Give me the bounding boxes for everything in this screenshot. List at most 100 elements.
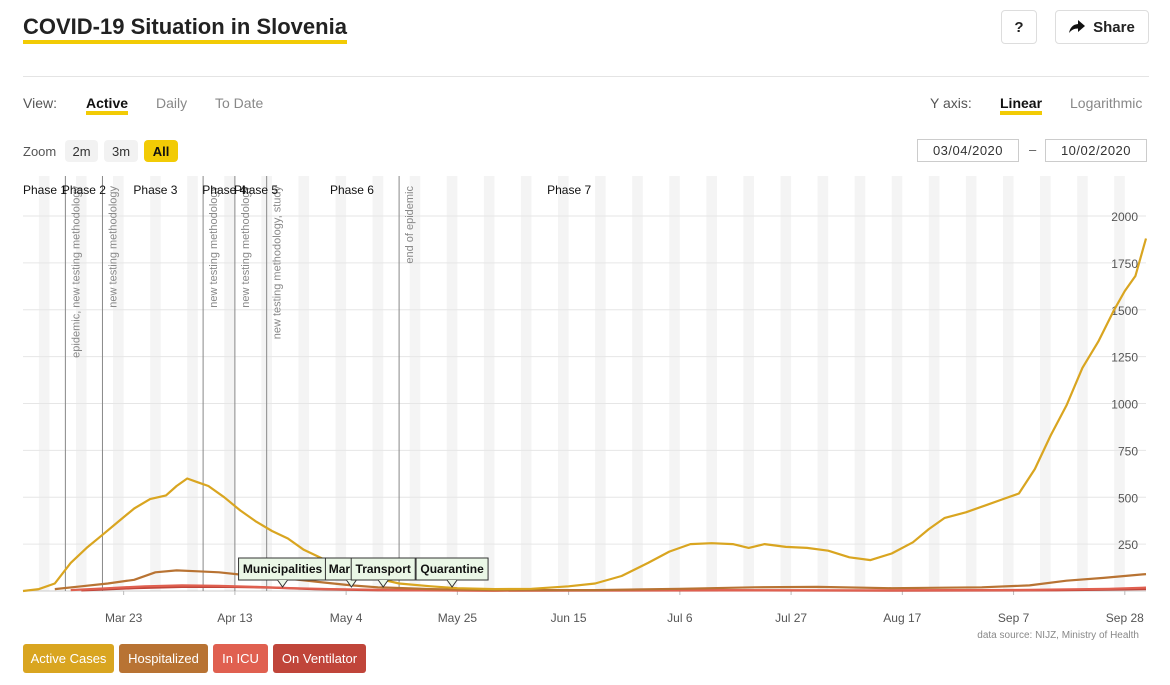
- legend-in-icu[interactable]: In ICU: [213, 644, 268, 673]
- weekend-band: [409, 176, 421, 591]
- y-axis-option-linear[interactable]: Linear: [1000, 95, 1043, 115]
- weekend-band: [965, 176, 977, 591]
- event-label: epidemic, new testing methodology: [70, 186, 82, 358]
- share-label: Share: [1093, 18, 1135, 36]
- weekend-band: [891, 176, 903, 591]
- weekend-band: [1114, 176, 1125, 591]
- flag-label: Transport: [356, 562, 411, 576]
- weekend-band: [558, 176, 569, 591]
- weekend-band: [75, 176, 87, 591]
- date-range-separator: –: [1029, 142, 1037, 157]
- y-axis-label: Y axis:: [930, 95, 972, 111]
- event-label: new testing methodology, study: [272, 186, 284, 340]
- x-tick-label: Aug 17: [883, 611, 921, 625]
- series-line-hospitalized: [54, 569, 1147, 592]
- event-label: new testing methodology: [107, 186, 119, 308]
- weekend-band: [1040, 176, 1051, 591]
- zoom-label: Zoom: [23, 144, 57, 159]
- weekend-band: [483, 176, 495, 591]
- weekend-band: [224, 176, 235, 591]
- zoom-2m-button[interactable]: 2m: [65, 140, 98, 162]
- weekend-band: [928, 176, 940, 591]
- weekend-band: [372, 176, 384, 591]
- flag-pointer: [277, 579, 288, 588]
- weekend-band: [854, 176, 866, 591]
- flag-pointer: [346, 579, 357, 588]
- share-arrow-icon: [1069, 20, 1086, 33]
- event-label: end of epidemic: [404, 186, 416, 264]
- y-tick-label: 2000: [1111, 210, 1138, 224]
- legend-active-cases-label: Active Cases: [30, 651, 107, 666]
- view-option-to-date[interactable]: To Date: [215, 95, 264, 111]
- series-line-active-cases: [22, 238, 1148, 593]
- legend-on-ventilator[interactable]: On Ventilator: [273, 644, 366, 673]
- flag-pointer: [377, 579, 389, 588]
- x-tick-label: Jun 15: [551, 611, 587, 625]
- share-button[interactable]: Share: [1055, 10, 1149, 44]
- weekend-band: [632, 176, 643, 591]
- view-option-daily[interactable]: Daily: [156, 95, 188, 111]
- y-tick-label: 1500: [1111, 304, 1138, 318]
- zoom-3m-button[interactable]: 3m: [104, 140, 138, 162]
- event-label: new testing methodology: [208, 186, 220, 308]
- date-from-input[interactable]: 03/04/2020: [917, 139, 1019, 162]
- y-tick-label: 250: [1118, 538, 1138, 552]
- y-tick-label: 1750: [1111, 257, 1138, 271]
- x-tick-label: Jul 27: [775, 611, 807, 625]
- x-tick-label: Mar 23: [105, 611, 143, 625]
- event-label: new testing methodology: [240, 186, 252, 308]
- phase-label: Phase 2: [62, 183, 106, 197]
- x-tick-label: May 4: [330, 611, 363, 625]
- y-tick-label: 500: [1118, 491, 1138, 505]
- phase-label: Phase 6: [330, 183, 374, 197]
- y-axis-option-logarithmic[interactable]: Logarithmic: [1070, 95, 1143, 111]
- weekend-band: [298, 176, 310, 591]
- weekend-band: [780, 176, 792, 591]
- flag-label: Quarantine: [420, 562, 484, 576]
- weekend-band: [113, 176, 124, 591]
- x-tick-label: Sep 28: [1106, 611, 1144, 625]
- flag-pointer: [446, 579, 458, 588]
- weekend-band: [595, 176, 606, 591]
- x-tick-label: Apr 13: [217, 611, 253, 625]
- header-divider: [23, 76, 1149, 77]
- legend-active-cases[interactable]: Active Cases: [23, 644, 114, 673]
- weekend-band: [706, 176, 717, 591]
- legend-on-ventilator-label: On Ventilator: [281, 651, 358, 666]
- series-line-in-icu: [70, 584, 1147, 592]
- weekend-band: [520, 176, 532, 591]
- zoom-all-button[interactable]: All: [144, 140, 178, 162]
- weekend-band: [669, 176, 680, 591]
- y-tick-label: 1250: [1111, 351, 1138, 365]
- weekend-band: [38, 176, 50, 591]
- weekend-band: [1077, 176, 1088, 591]
- phase-label: Phase 4: [202, 183, 246, 197]
- view-option-active[interactable]: Active: [86, 95, 129, 115]
- x-tick-label: Sep 7: [998, 611, 1030, 625]
- view-label: View:: [23, 95, 57, 111]
- weekend-band: [150, 176, 161, 591]
- phase-label: Phase 3: [133, 183, 177, 197]
- date-to-input[interactable]: 10/02/2020: [1045, 139, 1147, 162]
- weekend-band: [1002, 176, 1014, 591]
- weekend-band: [187, 176, 198, 591]
- help-button[interactable]: ?: [1001, 10, 1037, 44]
- phase-label: Phase 1: [23, 183, 67, 197]
- weekend-band: [446, 176, 458, 591]
- legend-in-icu-label: In ICU: [222, 651, 259, 666]
- legend-hospitalized-label: Hospitalized: [128, 651, 199, 666]
- x-tick-label: May 25: [438, 611, 478, 625]
- weekend-band: [743, 176, 755, 591]
- weekend-band: [817, 176, 829, 591]
- data-source: data source: NIJZ, Ministry of Health: [977, 630, 1139, 641]
- flag-label: Municipalities: [243, 562, 323, 576]
- weekend-band: [335, 176, 347, 591]
- y-tick-label: 1000: [1111, 398, 1138, 412]
- legend-hospitalized[interactable]: Hospitalized: [119, 644, 208, 673]
- phase-label: Phase 7: [547, 183, 591, 197]
- page-title: COVID-19 Situation in Slovenia: [23, 14, 347, 44]
- phase-label: Phase 5: [234, 183, 278, 197]
- y-tick-label: 750: [1118, 444, 1138, 458]
- x-tick-label: Jul 6: [667, 611, 693, 625]
